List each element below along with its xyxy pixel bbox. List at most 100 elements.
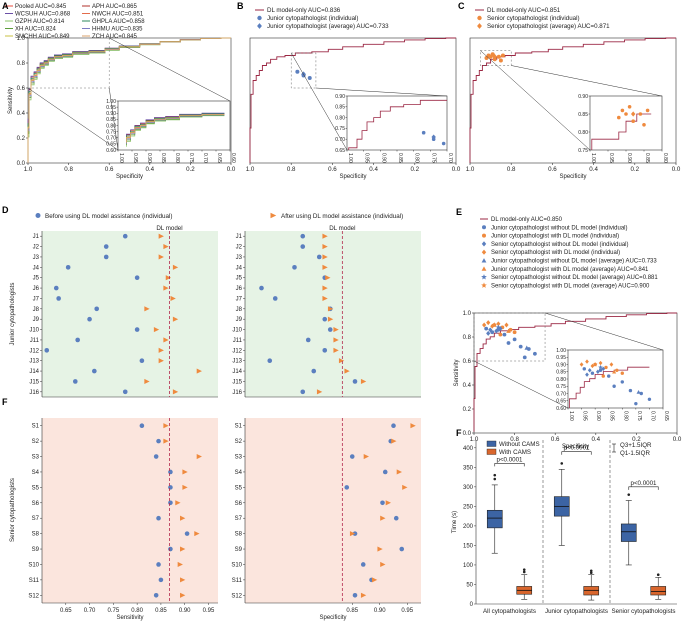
inset-x-tick-label: 0.90 — [595, 411, 601, 421]
reader-label: S7 — [32, 516, 40, 522]
legend-after-label: After using DL model assistance (individ… — [281, 213, 403, 220]
reader-label: J11 — [233, 338, 243, 344]
after-point — [165, 275, 172, 281]
y-tick-label: 0.6 — [463, 359, 472, 365]
reader-label: S3 — [32, 455, 40, 461]
inset-y-tick-label: 0.85 — [335, 105, 345, 111]
before-point — [399, 546, 405, 552]
reader-point — [484, 56, 489, 60]
x-tick-label: 0.6 — [105, 166, 114, 173]
zoom-connector — [511, 65, 663, 97]
whisker-legend-label: Q3+1.5IQR — [620, 442, 652, 449]
inset-reader-point — [601, 366, 606, 372]
x-tick-label: 1.0 — [246, 166, 255, 173]
inset-reader-point — [587, 368, 592, 373]
reader-label: J3 — [236, 255, 243, 261]
inset-x-tick-label: 0.90 — [626, 153, 632, 163]
inset-reader-point — [607, 374, 611, 378]
after-point — [325, 275, 331, 281]
inset-y-tick-label: 0.85 — [556, 370, 566, 376]
before-point — [94, 306, 100, 312]
reader-label: S5 — [235, 485, 243, 491]
reader-label: S6 — [32, 501, 40, 507]
x-tick-label: 0.85 — [155, 608, 167, 614]
outlier — [589, 571, 593, 575]
legend-label: DL model-only AUC=0.836 — [267, 7, 341, 14]
after-point — [322, 244, 328, 250]
reader-label: S2 — [235, 439, 243, 445]
outlier — [522, 570, 526, 574]
reader-point — [496, 54, 501, 59]
inset-x-tick-label: 0.85 — [160, 153, 166, 163]
legend-label: XH AUC=0.824 — [15, 27, 57, 33]
inset-reader-point — [585, 372, 589, 377]
reader-point — [506, 341, 511, 345]
reader-point — [518, 344, 523, 349]
before-point — [393, 515, 399, 521]
inset-x-tick-label: 0.80 — [414, 153, 420, 163]
legend-label: Senior cytopathologist with DL model (in… — [491, 250, 620, 256]
after-point — [377, 546, 383, 552]
inset-roc-ghpla — [126, 113, 225, 141]
legend-label: DL model-only AUC=0.851 — [487, 7, 561, 14]
group-label: All cytopathologists — [483, 608, 536, 615]
x-tick-label: 0.4 — [145, 166, 154, 173]
x-tick-label: 0.8 — [287, 166, 296, 173]
reader-label: J2 — [33, 245, 40, 251]
reader-label: S3 — [235, 455, 243, 461]
reader-point — [506, 328, 511, 333]
zoom-connector — [473, 360, 569, 409]
x-tick-label: 0.2 — [630, 166, 639, 173]
after-point — [338, 358, 345, 364]
before-point — [316, 254, 322, 260]
inset-x-tick-label: 0.90 — [380, 153, 386, 163]
x-tick-label: 1.0 — [470, 436, 479, 443]
after-point — [322, 254, 328, 260]
reader-label: S9 — [235, 547, 243, 553]
before-point — [87, 316, 92, 322]
after-point — [144, 306, 150, 312]
dl-model-title: DL model — [329, 225, 355, 232]
significance-bracket — [561, 451, 592, 455]
roc-curve-dl — [249, 37, 456, 163]
legend-after-marker — [270, 212, 277, 219]
legend-swatch — [481, 274, 487, 280]
inset-y-tick-label: 0.75 — [106, 129, 116, 135]
inset-reader-point — [612, 384, 616, 388]
inset-y-tick-label: 0.70 — [106, 136, 116, 142]
before-point — [322, 348, 328, 353]
legend-label: ZCH AUC=0.845 — [92, 34, 138, 40]
legend-swatch — [477, 23, 482, 29]
reader-label: J7 — [236, 296, 243, 302]
legend-label: Senior cytopathologist without DL model … — [491, 275, 658, 281]
before-point — [156, 562, 161, 567]
after-point — [172, 316, 179, 322]
reader-point — [496, 321, 501, 327]
panel-background — [245, 231, 421, 397]
y-tick-label: 0 — [470, 602, 474, 608]
reader-label: J4 — [236, 265, 243, 271]
panel-a: 1.0 0.8 0.6 0.4 0.2 0.01.00.80.60.40.20.0Spec… — [5, 4, 236, 180]
after-point — [163, 285, 169, 291]
reader-label: S7 — [235, 516, 243, 522]
x-axis-label: Specificity — [339, 174, 366, 180]
y-tick-label: 200 — [463, 524, 474, 530]
after-point — [180, 515, 186, 521]
legend-label: Senior cytopathologist with DL model (av… — [491, 283, 650, 289]
after-point — [158, 347, 164, 353]
reader-label: J11 — [30, 338, 40, 344]
legend-label: DL model-only AUC=0.850 — [491, 217, 563, 223]
inset-x-tick-label: 0.75 — [636, 411, 642, 421]
x-tick-label: 0.85 — [346, 608, 358, 614]
reader-label: J5 — [33, 276, 40, 282]
legend-swatch — [482, 225, 486, 230]
before-point — [153, 454, 159, 459]
after-point — [158, 233, 164, 239]
panel-letter-d: D — [2, 205, 9, 215]
inset-y-tick-label: 0.90 — [106, 111, 116, 117]
group-label: Senior cytopathologists — [612, 608, 676, 615]
panel-background — [42, 418, 218, 603]
reader-label: S8 — [32, 532, 40, 538]
legend-swatch — [257, 15, 262, 21]
